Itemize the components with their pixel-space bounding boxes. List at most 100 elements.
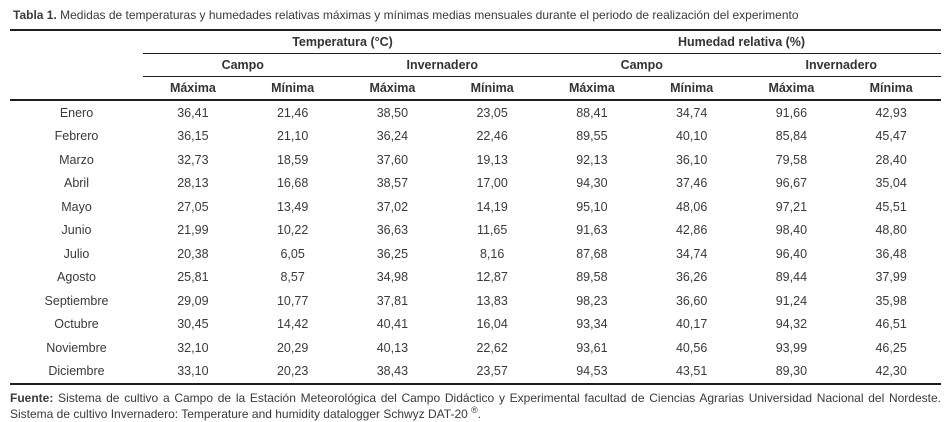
value-cell: 95,10 bbox=[576, 199, 608, 214]
value-cell: 94,32 bbox=[775, 317, 808, 332]
value-cell: 98,23 bbox=[576, 293, 608, 308]
table-row: Enero 36,41 21,46 38,50 23,05 88,41 34,7… bbox=[10, 100, 941, 125]
value-cell: 93,34 bbox=[576, 317, 608, 332]
value-cell: 21,99 bbox=[177, 223, 209, 238]
source-footnote: Fuente: Sistema de cultivo a Campo de la… bbox=[10, 390, 941, 422]
table-row: Septiembre 29,09 10,77 37,81 13,83 98,23… bbox=[10, 289, 941, 313]
source-text: Sistema de cultivo a Campo de la Estació… bbox=[10, 391, 941, 421]
corner-cell bbox=[10, 54, 143, 77]
value-cell: 48,80 bbox=[875, 223, 907, 238]
source-label: Fuente: bbox=[10, 391, 54, 405]
subgroup-temp-invernadero: Invernadero bbox=[342, 53, 542, 77]
value-cell: 45,47 bbox=[875, 129, 907, 144]
value-cell: 89,44 bbox=[775, 270, 808, 285]
col-header-temp-campo-min: Mínima bbox=[242, 76, 343, 101]
month-cell: Febrero bbox=[54, 129, 99, 144]
value-cell: 93,99 bbox=[775, 340, 808, 355]
value-cell: 46,25 bbox=[875, 340, 907, 355]
value-cell: 12,87 bbox=[476, 270, 508, 285]
subgroup-temp-campo: Campo bbox=[143, 53, 343, 77]
value-cell: 37,99 bbox=[875, 270, 907, 285]
value-cell: 35,04 bbox=[875, 176, 907, 191]
month-cell: Septiembre bbox=[44, 293, 109, 308]
subgroup-header-row: Campo Invernadero Campo Invernadero bbox=[10, 53, 941, 77]
value-cell: 11,65 bbox=[476, 223, 508, 238]
value-cell: 42,93 bbox=[875, 105, 907, 120]
value-cell: 14,19 bbox=[476, 199, 508, 214]
table-caption: Tabla 1. Medidas de temperaturas y humed… bbox=[10, 8, 941, 23]
value-cell: 94,53 bbox=[576, 364, 608, 379]
value-cell: 6,05 bbox=[280, 246, 305, 261]
value-cell: 96,40 bbox=[775, 246, 808, 261]
value-cell: 36,63 bbox=[376, 223, 409, 238]
corner-cell bbox=[10, 76, 143, 101]
value-cell: 33,10 bbox=[177, 364, 209, 379]
value-cell: 19,13 bbox=[476, 152, 508, 167]
month-cell: Abril bbox=[63, 176, 89, 191]
value-cell: 89,55 bbox=[576, 129, 608, 144]
value-cell: 22,62 bbox=[476, 340, 508, 355]
value-cell: 91,63 bbox=[576, 223, 608, 238]
value-cell: 18,59 bbox=[276, 152, 309, 167]
value-cell: 40,13 bbox=[376, 340, 409, 355]
value-cell: 13,49 bbox=[276, 199, 309, 214]
table-caption-text: Medidas de temperaturas y humedades rela… bbox=[56, 8, 799, 22]
value-cell: 43,51 bbox=[675, 364, 708, 379]
value-cell: 34,74 bbox=[675, 246, 708, 261]
value-cell: 36,10 bbox=[675, 152, 708, 167]
value-cell: 48,06 bbox=[675, 199, 708, 214]
value-cell: 14,42 bbox=[276, 317, 309, 332]
value-cell: 36,60 bbox=[675, 293, 708, 308]
col-header-temp-inv-min: Mínima bbox=[442, 76, 542, 101]
value-cell: 40,56 bbox=[675, 340, 708, 355]
month-cell: Marzo bbox=[59, 152, 94, 167]
value-cell: 89,58 bbox=[576, 270, 608, 285]
table-row: Octubre 30,45 14,42 40,41 16,04 93,34 40… bbox=[10, 313, 941, 337]
group-header-temperature: Temperatura (°C) bbox=[143, 30, 542, 54]
group-header-humidity: Humedad relativa (%) bbox=[542, 30, 941, 54]
value-cell: 42,86 bbox=[675, 223, 708, 238]
month-cell: Julio bbox=[63, 246, 90, 261]
col-header-hum-campo-min: Mínima bbox=[641, 76, 742, 101]
value-cell: 10,77 bbox=[276, 293, 309, 308]
table-row: Noviembre 32,10 20,29 40,13 22,62 93,61 … bbox=[10, 336, 941, 360]
value-cell: 38,57 bbox=[376, 176, 409, 191]
value-cell: 27,05 bbox=[177, 199, 209, 214]
value-cell: 23,57 bbox=[476, 364, 508, 379]
value-cell: 25,81 bbox=[177, 270, 209, 285]
registered-trademark-symbol: ® bbox=[471, 405, 478, 415]
value-cell: 98,40 bbox=[775, 223, 808, 238]
corner-cell bbox=[10, 30, 143, 54]
value-cell: 38,50 bbox=[376, 105, 409, 120]
month-cell: Noviembre bbox=[46, 340, 107, 355]
group-header-row: Temperatura (°C) Humedad relativa (%) bbox=[10, 30, 941, 54]
table-row: Diciembre 33,10 20,23 38,43 23,57 94,53 … bbox=[10, 360, 941, 385]
value-cell: 21,10 bbox=[276, 129, 309, 144]
col-header-hum-inv-max: Máxima bbox=[741, 76, 842, 101]
value-cell: 40,10 bbox=[675, 129, 708, 144]
value-cell: 96,67 bbox=[775, 176, 808, 191]
subgroup-hum-campo: Campo bbox=[542, 53, 742, 77]
table-row: Agosto 25,81 8,57 34,98 12,87 89,58 36,2… bbox=[10, 266, 941, 290]
value-cell: 28,40 bbox=[875, 152, 907, 167]
col-header-hum-inv-min: Mínima bbox=[841, 76, 941, 101]
value-cell: 35,98 bbox=[875, 293, 907, 308]
value-cell: 23,05 bbox=[476, 105, 508, 120]
table-row: Abril 28,13 16,68 38,57 17,00 94,30 37,4… bbox=[10, 172, 941, 196]
value-cell: 36,26 bbox=[675, 270, 708, 285]
value-cell: 32,10 bbox=[177, 340, 209, 355]
month-cell: Mayo bbox=[61, 199, 92, 214]
value-cell: 20,23 bbox=[276, 364, 309, 379]
value-cell: 91,66 bbox=[775, 105, 808, 120]
value-cell: 37,81 bbox=[376, 293, 409, 308]
value-cell: 37,46 bbox=[675, 176, 708, 191]
col-header-temp-campo-max: Máxima bbox=[143, 76, 243, 101]
value-cell: 10,22 bbox=[276, 223, 309, 238]
value-cell: 45,51 bbox=[875, 199, 907, 214]
table-row: Mayo 27,05 13,49 37,02 14,19 95,10 48,06… bbox=[10, 195, 941, 219]
value-cell: 36,25 bbox=[376, 246, 409, 261]
value-cell: 42,30 bbox=[875, 364, 907, 379]
value-cell: 36,41 bbox=[177, 105, 209, 120]
value-cell: 93,61 bbox=[576, 340, 608, 355]
value-cell: 37,60 bbox=[376, 152, 409, 167]
